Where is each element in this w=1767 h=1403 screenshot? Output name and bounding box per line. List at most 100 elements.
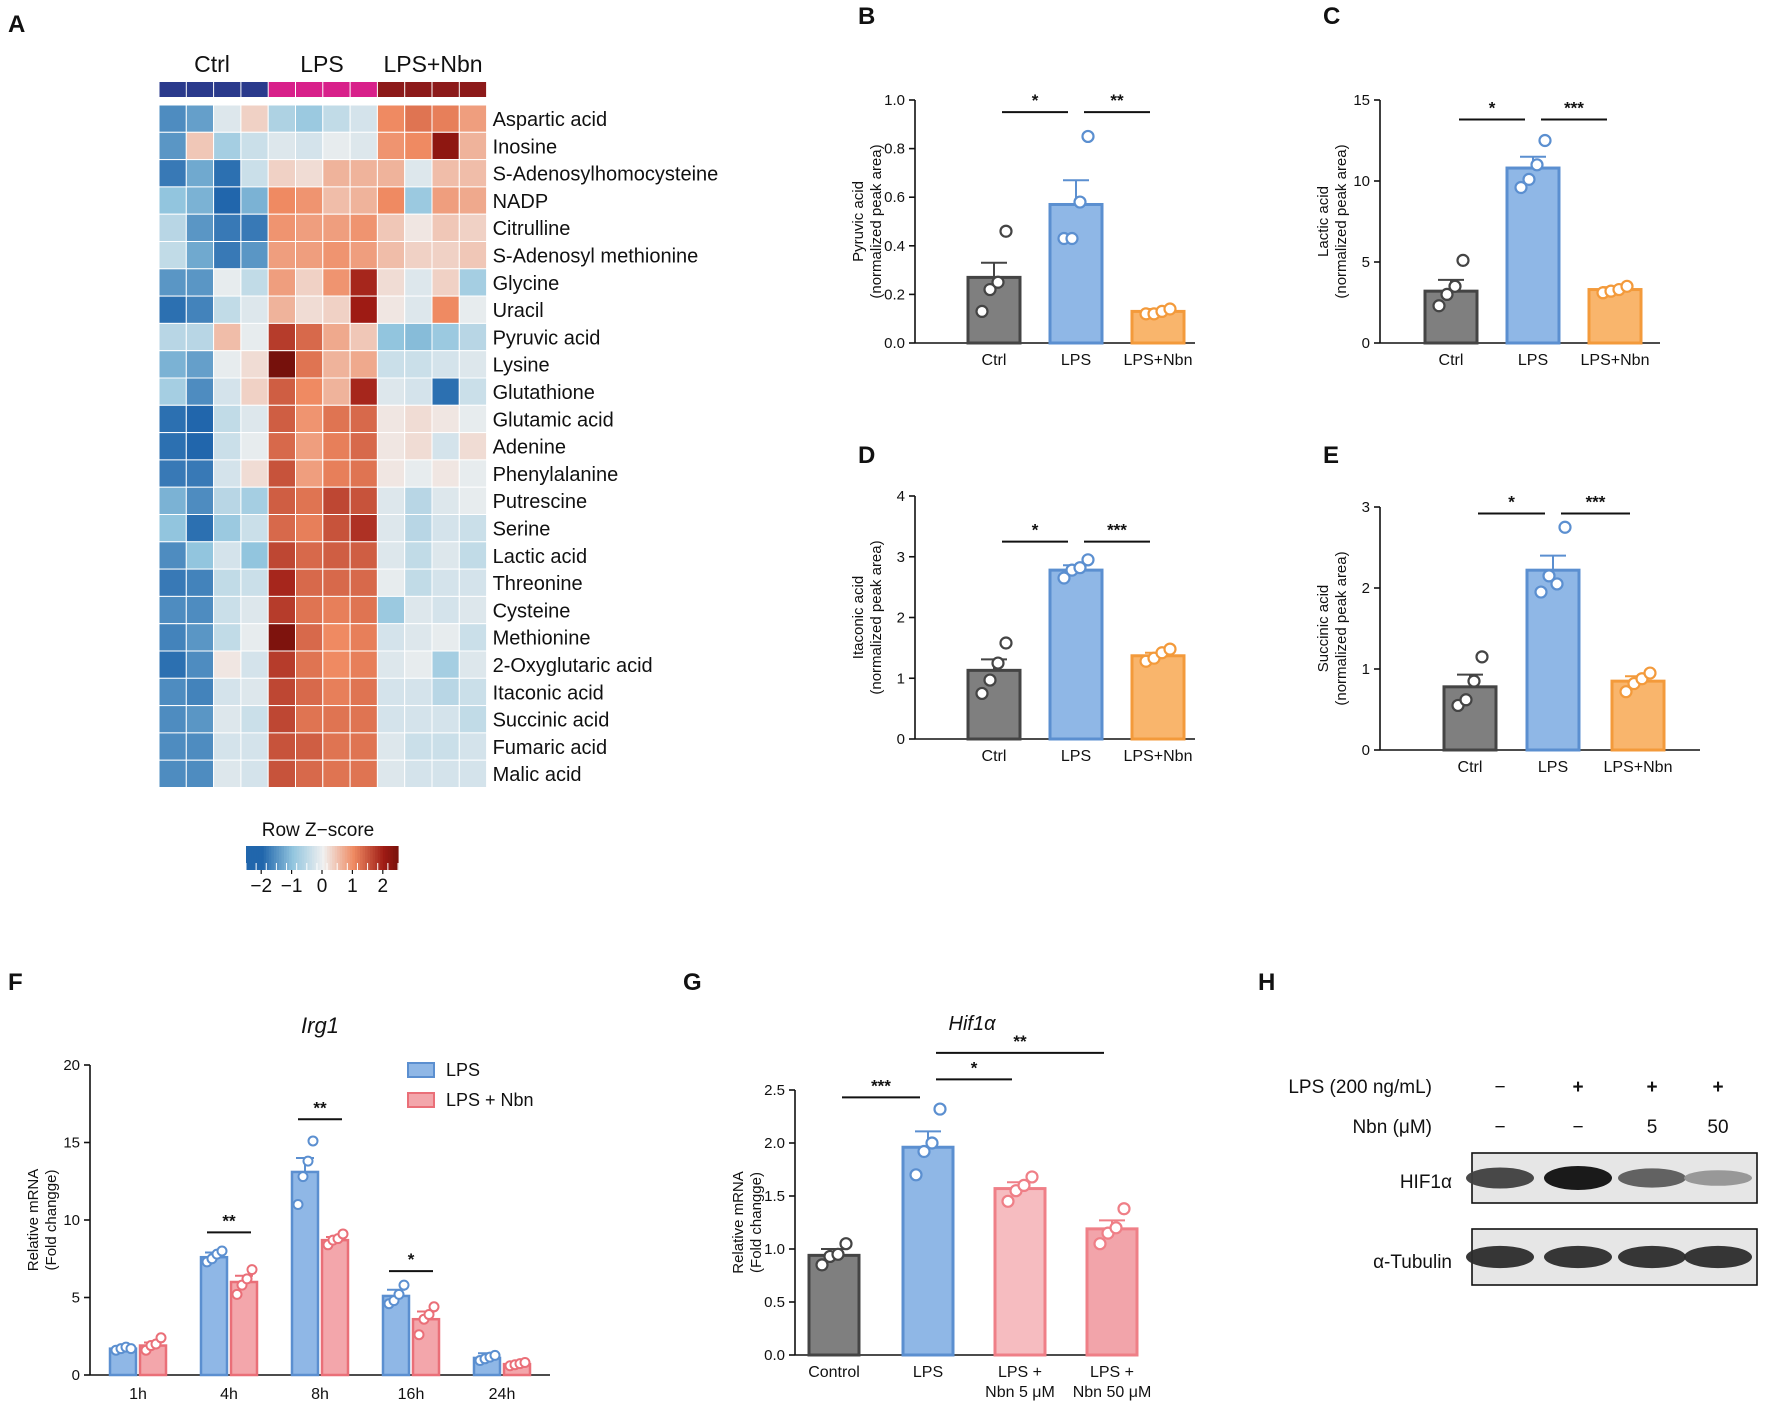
heatmap-cell [458,268,488,297]
heatmap-cell [295,295,324,324]
data-point [983,282,997,297]
heatmap-cell [404,241,433,270]
heatmap-cell [185,759,215,789]
heatmap-cell [431,432,460,461]
legend-label: LPS + Nbn [446,1090,534,1110]
heatmap-cell [213,432,242,461]
colorkey-swatch [316,846,321,870]
bar [993,1187,1047,1357]
colorkey-swatch [261,846,265,870]
heatmap-cell [349,595,378,625]
x-tick-label: LPS+Nbn [1604,759,1673,776]
heatmap-row-label: Glycine [493,273,560,295]
heatmap-row-label: Methionine [493,628,591,650]
heatmap-cell [349,131,378,161]
group-color-bar [405,82,432,97]
tubulin-band [1466,1245,1534,1269]
heatmap-cell [349,732,378,761]
bar [411,1317,441,1377]
colorkey-swatch [380,846,384,870]
colorkey-swatch [304,846,308,870]
colorkey-swatch [370,846,374,870]
data-point [1163,302,1177,316]
colorkey-swatch [266,846,270,870]
hif1a-band [1466,1167,1534,1189]
bar [1048,202,1104,345]
colorkey-swatch [360,846,364,870]
heatmap-cell [458,350,488,379]
x-tick-label-line2: Nbn 50 μM [1073,1384,1152,1401]
wb-nbn-mark-4: 50 [1707,1117,1728,1138]
bar [1085,1227,1139,1357]
data-point [991,656,1005,670]
heatmap-cell [240,322,269,352]
data-point [1643,666,1657,680]
data-point [393,1288,405,1300]
heatmap-cell [376,432,406,461]
data-point [815,1258,829,1272]
colorkey-swatch [390,846,394,870]
heatmap-cell [349,213,378,242]
heatmap-cells [158,82,488,789]
heatmap-cell [404,404,433,434]
heatmap-cell [349,650,378,679]
data-point [1620,279,1634,293]
heatmap-cell [458,677,488,707]
tubulin-band [1684,1245,1752,1269]
heatmap-cell [431,377,460,406]
heatmap-group-label-ctrl: Ctrl [194,51,230,77]
colorkey-swatch [309,846,313,870]
heatmap-cell [240,159,269,188]
heatmap-cell [322,541,351,570]
heatmap-cell [240,377,269,406]
heatmap-cell [185,159,215,188]
data-point [1467,674,1481,688]
heatmap-cell [185,104,215,133]
wb-nbn-mark-3: 5 [1647,1117,1658,1138]
heatmap-cell [240,350,269,379]
heatmap-cell [295,104,324,133]
heatmap-cell [458,514,488,543]
heatmap-cell [185,404,215,434]
heatmap-cell [376,131,406,161]
colorkey-swatch [367,846,371,870]
colorkey-swatch [256,846,260,870]
data-point [337,1228,349,1240]
heatmap-cell [322,623,351,652]
heatmap-cell [158,459,187,488]
panel-label-e: E [1323,442,1339,469]
x-tick-label: 8h [311,1386,329,1403]
y-tick-label: 15 [1353,92,1370,109]
heatmap-cell [431,650,460,679]
heatmap-cell [295,322,324,352]
colorkey-swatch [322,846,326,870]
heatmap-cell [458,705,488,734]
heatmap-cell [404,459,433,488]
heatmap-cell [322,650,351,679]
heatmap-cell [267,186,297,215]
heatmap-cell [431,486,460,516]
heatmap-row-label: Fumaric acid [493,737,607,759]
heatmap-row-label: Itaconic acid [493,682,604,704]
chart-title: Hif1α [949,1013,997,1035]
y-axis-label: Succinic acid [1315,585,1332,673]
data-point [1530,158,1544,172]
heatmap-cell [267,404,297,434]
heatmap-cell [213,159,242,188]
heatmap-row-label: S-Adenosyl methionine [493,246,699,268]
significance-label: * [971,1058,978,1077]
data-point [839,1237,853,1251]
heatmap-cell [349,159,378,188]
heatmap-cell [240,186,269,215]
chart-lactic-acid: 0 5 10 15 Lactic acid (normalized peak area) C… [1315,92,1660,369]
heatmap-cell [295,595,324,625]
heatmap-cell [295,186,324,215]
colorkey-swatch [324,846,328,870]
data-point [519,1357,531,1369]
heatmap-cell [267,377,297,406]
heatmap-cell [431,350,460,379]
heatmap-row-label: Putrescine [493,491,587,513]
heatmap-cell [376,568,406,597]
heatmap-cell [431,268,460,297]
heatmap-cell [185,486,215,516]
